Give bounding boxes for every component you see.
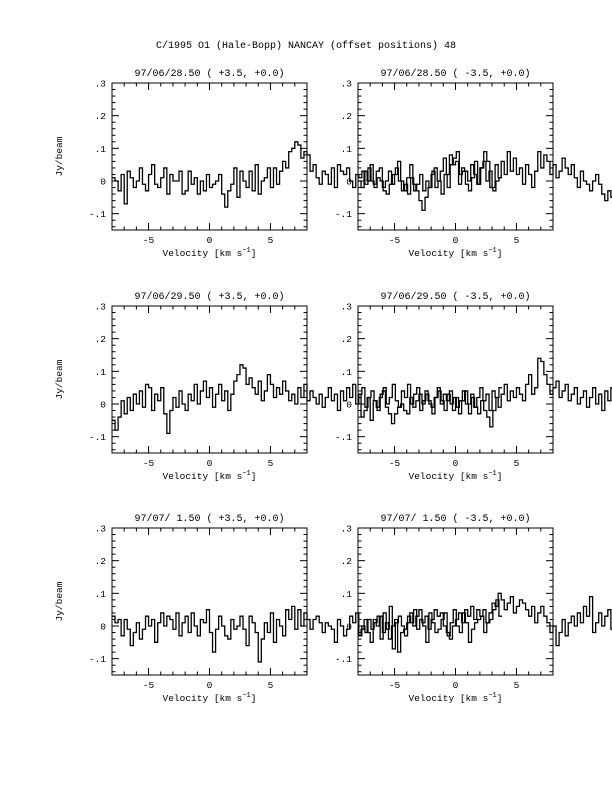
x-tick-label: -5 [389,458,401,469]
y-tick-label: -.1 [89,432,106,443]
panel-title: 97/07/ 1.50 ( +3.5, +0.0) [134,513,284,525]
unit-bracket: ] [251,693,257,704]
y-tick-label: -.1 [89,209,106,220]
y-axis-label: Jy/beam [54,581,65,621]
x-axis-label: Velocity [km s−1] [163,470,257,482]
spectrum-panel-2: 97/06/28.50 ( -3.5, +0.0) -5 0 5 -.1 0 .1 .2 .3 V… [335,68,612,259]
y-tick-label: .1 [95,589,107,600]
y-tick-label: 0 [346,177,352,188]
unit-bracket: ] [497,248,503,259]
y-tick-label: .1 [341,144,353,155]
plot-frame [111,82,308,231]
unit-superscript: −1 [488,470,496,478]
y-tick-label: 0 [346,622,352,633]
spectrum-line [112,599,502,663]
unit-superscript: −1 [242,247,250,255]
panel-title: 97/06/28.50 ( +3.5, +0.0) [134,68,284,80]
y-axis-label: Jy/beam [54,359,65,399]
figure-title: C/1995 O1 (Hale-Bopp) NANCAY (offset pos… [156,40,456,52]
unit-superscript: −1 [488,692,496,700]
y-tick-label: -.1 [335,209,352,220]
plot-frame [357,82,554,231]
x-tick-label: 5 [514,680,520,691]
unit-superscript: −1 [488,247,496,255]
y-tick-label: .3 [95,524,107,535]
x-tick-label: 0 [207,235,213,246]
y-tick-label: .1 [95,144,107,155]
x-tick-label: -5 [389,680,401,691]
x-tick-label: 5 [268,680,274,691]
y-tick-label: .2 [95,334,107,345]
y-tick-label: .1 [341,589,353,600]
y-tick-label: .2 [341,334,353,345]
y-tick-label: -.1 [89,654,106,665]
spectrum-panel-1: 97/06/28.50 ( +3.5, +0.0) -5 0 5 -.1 0 .1 .2 .3 V… [54,68,502,259]
x-tick-label: 5 [268,235,274,246]
y-tick-label: .3 [341,79,353,90]
x-axis-label: Velocity [km s−1] [409,470,503,482]
y-tick-label: 0 [100,400,106,411]
x-tick-label: 5 [514,235,520,246]
panel-title: 97/06/28.50 ( -3.5, +0.0) [380,68,530,80]
unit-bracket: ] [497,693,503,704]
x-axis-label: Velocity [km s−1] [409,692,503,704]
x-tick-label: 0 [453,680,459,691]
unit-bracket: ] [251,471,257,482]
y-tick-label: .1 [341,367,353,378]
x-tick-label: 0 [207,458,213,469]
panel-grid: 97/06/28.50 ( +3.5, +0.0) -5 0 5 -.1 0 .1 .2 .3 V… [54,68,612,704]
y-tick-label: .3 [95,79,107,90]
x-tick-label: -5 [143,235,155,246]
plot-frame [357,527,554,676]
y-tick-label: .2 [341,556,353,567]
x-tick-label: -5 [143,680,155,691]
unit-superscript: −1 [242,692,250,700]
y-tick-label: .3 [341,302,353,313]
y-tick-label: .2 [95,556,107,567]
panel-title: 97/07/ 1.50 ( -3.5, +0.0) [380,513,530,525]
y-tick-label: -.1 [335,654,352,665]
plot-frame [111,527,308,676]
spectrum-panel-5: 97/07/ 1.50 ( +3.5, +0.0) -5 0 5 -.1 0 .1 .2 .3 V… [54,513,502,704]
spectrum-panel-3: 97/06/29.50 ( +3.5, +0.0) -5 0 5 -.1 0 .1 .2 .3 V… [54,291,502,482]
x-axis-label: Velocity [km s−1] [163,692,257,704]
spectrum-line [358,592,612,653]
y-tick-label: .3 [341,524,353,535]
spectrum-line [358,150,612,212]
spectrum-line [358,357,612,425]
unit-bracket: ] [251,248,257,259]
panel-title: 97/06/29.50 ( +3.5, +0.0) [134,291,284,303]
spectrum-line [112,141,502,208]
unit-bracket: ] [497,471,503,482]
y-tick-label: .2 [95,111,107,122]
unit-superscript: −1 [242,470,250,478]
spectrum-panel-6: 97/07/ 1.50 ( -3.5, +0.0) -5 0 5 -.1 0 .1 .2 .3 V… [335,513,612,704]
x-axis-label: Velocity [km s−1] [163,247,257,259]
y-axis-label: Jy/beam [54,136,65,176]
y-tick-label: .1 [95,367,107,378]
x-axis-label: Velocity [km s−1] [409,247,503,259]
y-tick-label: -.1 [335,432,352,443]
x-tick-label: 0 [453,235,459,246]
y-tick-label: 0 [100,177,106,188]
y-tick-label: .2 [341,111,353,122]
x-tick-label: 0 [207,680,213,691]
x-tick-label: 0 [453,458,459,469]
spectrum-panel-4: 97/06/29.50 ( -3.5, +0.0) -5 0 5 -.1 0 .1 .2 .3 V… [335,291,612,482]
x-tick-label: 5 [268,458,274,469]
y-tick-label: 0 [100,622,106,633]
x-tick-label: -5 [143,458,155,469]
plot-frame [357,305,554,454]
x-tick-label: 5 [514,458,520,469]
y-tick-label: 0 [346,400,352,411]
y-tick-label: .3 [95,302,107,313]
panel-title: 97/06/29.50 ( -3.5, +0.0) [380,291,530,303]
plot-frame [111,305,308,454]
x-tick-label: -5 [389,235,401,246]
